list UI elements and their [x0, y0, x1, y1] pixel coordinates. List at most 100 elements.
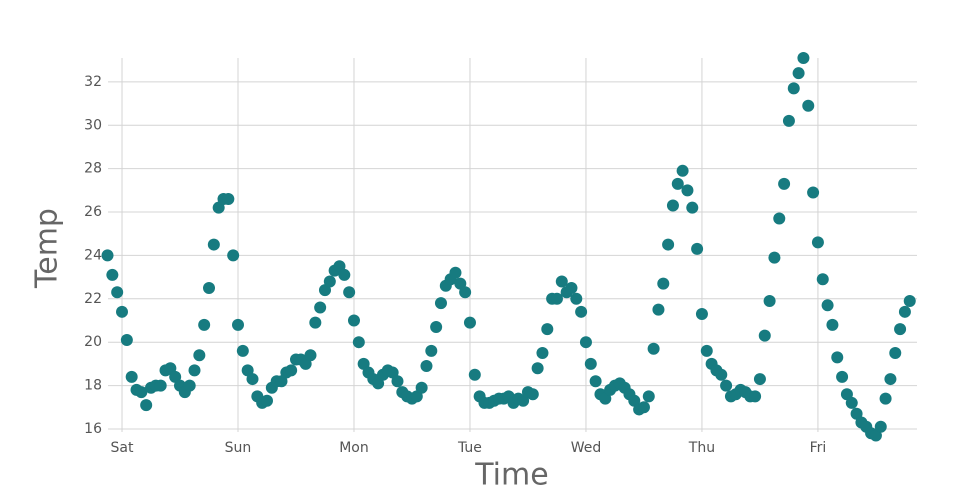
point — [125, 370, 138, 383]
point — [207, 238, 220, 251]
point — [778, 177, 791, 190]
point — [459, 286, 472, 299]
point — [203, 281, 216, 294]
point — [135, 386, 148, 399]
point — [309, 316, 322, 329]
point — [106, 268, 119, 281]
point — [338, 268, 351, 281]
point — [884, 373, 897, 386]
point — [570, 292, 583, 305]
point — [652, 303, 665, 316]
point — [420, 360, 433, 373]
point — [782, 114, 795, 127]
y-tick-label: 24 — [84, 247, 102, 263]
x-tick-label: Fri — [810, 440, 827, 456]
point — [753, 373, 766, 386]
point — [468, 368, 481, 381]
point — [758, 329, 771, 342]
point — [101, 249, 114, 262]
point — [816, 273, 829, 286]
point — [391, 375, 404, 388]
point — [140, 399, 153, 412]
point — [768, 251, 781, 264]
point — [193, 349, 206, 362]
point — [695, 307, 708, 320]
point — [314, 301, 327, 314]
y-tick-label: 16 — [84, 421, 102, 437]
x-tick-label: Tue — [457, 440, 482, 456]
point — [845, 396, 858, 409]
point — [657, 277, 670, 290]
point — [647, 342, 660, 355]
y-tick-label: 18 — [84, 378, 102, 394]
point — [879, 392, 892, 405]
point — [555, 275, 568, 288]
point — [802, 99, 815, 112]
y-tick-label: 20 — [84, 334, 102, 350]
point — [681, 184, 694, 197]
point — [589, 375, 602, 388]
point — [797, 52, 810, 64]
point — [894, 323, 907, 336]
point — [749, 390, 762, 403]
point — [550, 292, 563, 305]
point — [763, 294, 776, 307]
point — [260, 394, 273, 407]
point — [826, 318, 839, 331]
point — [227, 249, 240, 262]
point — [111, 286, 124, 299]
point — [773, 212, 786, 225]
point — [434, 297, 447, 310]
point — [584, 357, 597, 370]
point — [889, 347, 902, 360]
point — [183, 379, 196, 392]
point — [352, 336, 365, 349]
point — [787, 82, 800, 95]
point — [246, 373, 259, 386]
point — [323, 275, 336, 288]
point — [874, 420, 887, 433]
y-tick-label: 32 — [84, 74, 102, 90]
point — [188, 364, 201, 377]
y-tick-label: 30 — [84, 117, 102, 133]
point — [686, 201, 699, 214]
point — [831, 351, 844, 364]
point — [347, 314, 360, 327]
point — [541, 323, 554, 336]
point — [662, 238, 675, 251]
point — [700, 344, 713, 357]
point — [565, 281, 578, 294]
x-tick-label: Mon — [339, 440, 369, 456]
point — [807, 186, 820, 199]
point — [691, 242, 704, 255]
point — [120, 334, 133, 347]
point — [304, 349, 317, 362]
point — [715, 368, 728, 381]
point — [531, 362, 544, 375]
point — [575, 305, 588, 318]
point — [425, 344, 438, 357]
x-tick-label: Wed — [571, 440, 602, 456]
point — [642, 390, 655, 403]
point — [903, 294, 916, 307]
point — [579, 336, 592, 349]
point — [463, 316, 476, 329]
x-tick-label: Thu — [688, 440, 715, 456]
point — [811, 236, 824, 249]
point — [198, 318, 211, 331]
x-axis-title: Time — [474, 458, 548, 493]
point — [430, 321, 443, 334]
y-tick-label: 28 — [84, 161, 102, 177]
point — [415, 381, 428, 394]
point — [821, 299, 834, 312]
point — [836, 370, 849, 383]
point — [792, 67, 805, 80]
point — [222, 193, 235, 206]
point — [343, 286, 356, 299]
point — [720, 379, 733, 392]
point — [536, 347, 549, 360]
point — [637, 401, 650, 414]
point — [154, 379, 167, 392]
point — [449, 266, 462, 279]
